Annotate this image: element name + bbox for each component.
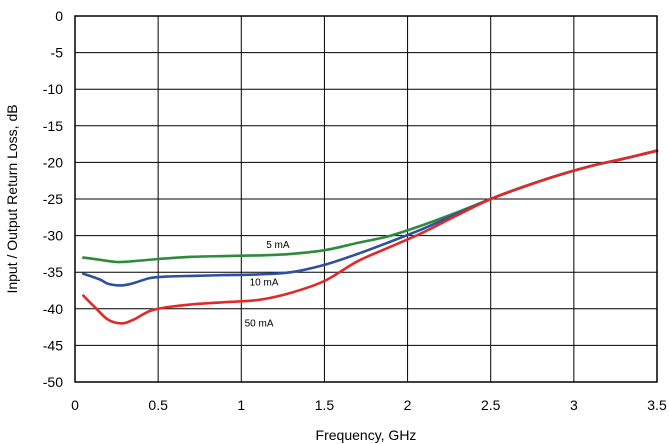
series-line-5-ma xyxy=(82,149,659,264)
y-tick-label: -25 xyxy=(43,191,63,207)
plot-frame xyxy=(74,15,658,383)
series-label: 50 mA xyxy=(245,318,274,329)
series-line-50-ma xyxy=(82,149,659,325)
x-tick-label: 2 xyxy=(404,397,412,413)
y-tick-label: -5 xyxy=(51,45,64,61)
x-tick-label: 2.5 xyxy=(481,397,501,413)
y-tick-label: 0 xyxy=(55,8,63,24)
series-label: 10 mA xyxy=(250,277,279,288)
grid xyxy=(74,15,658,383)
y-tick-label: -20 xyxy=(43,154,63,170)
x-tick-label: 0 xyxy=(71,397,79,413)
y-tick-label: -30 xyxy=(43,228,63,244)
y-tick-label: -40 xyxy=(43,301,63,317)
series-labels: 5 mA 10 mA 50 mA xyxy=(245,240,290,329)
x-axis-title: Frequency, GHz xyxy=(316,427,417,443)
x-tick-label: 3 xyxy=(570,397,578,413)
y-tick-label: -45 xyxy=(43,337,63,353)
y-tick-label: -35 xyxy=(43,264,63,280)
x-tick-label: 0.5 xyxy=(148,397,168,413)
y-axis-title: Input / Output Return Loss, dB xyxy=(4,104,20,293)
x-tick-label: 3.5 xyxy=(647,397,667,413)
y-tick-labels: 0 -5 -10 -15 -20 -25 -30 -35 -40 -45 -50 xyxy=(43,8,63,390)
series-label: 5 mA xyxy=(266,240,290,251)
x-tick-labels: 0 0.5 1 1.5 2 2.5 3 3.5 xyxy=(71,397,667,413)
x-tick-label: 1.5 xyxy=(315,397,335,413)
series-lines xyxy=(82,149,659,325)
y-tick-label: -10 xyxy=(43,81,63,97)
y-tick-label: -15 xyxy=(43,118,63,134)
y-tick-label: -50 xyxy=(43,374,63,390)
x-tick-label: 1 xyxy=(237,397,245,413)
